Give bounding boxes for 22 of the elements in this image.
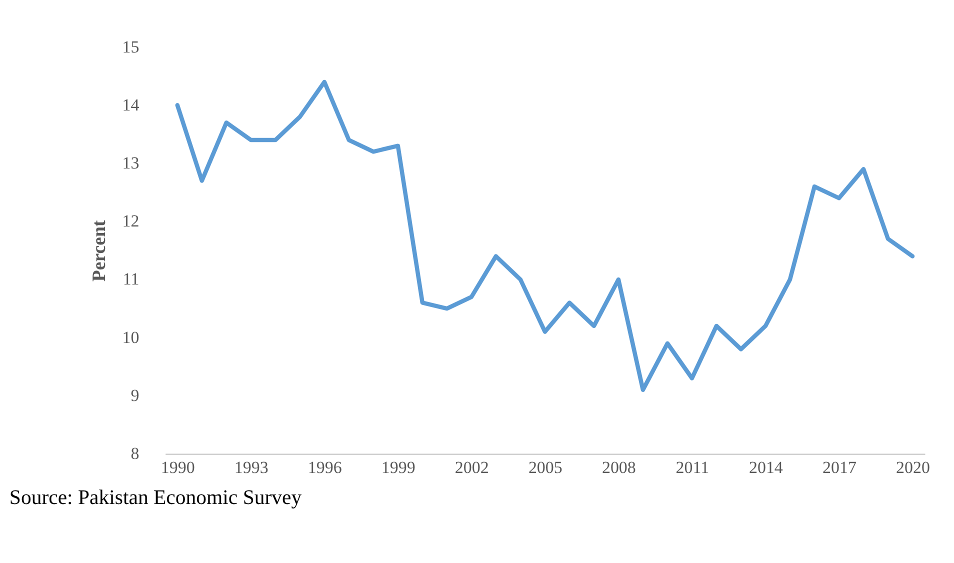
- y-tick-label: 15: [122, 37, 140, 56]
- y-tick-label: 10: [122, 328, 140, 347]
- line-series: [175, 80, 915, 392]
- x-tick-label: 2017: [822, 458, 856, 478]
- y-tick-label: 9: [130, 386, 140, 405]
- x-tick-label: 1993: [234, 458, 268, 478]
- x-tick-label: 2002: [454, 458, 489, 478]
- y-axis-title: Percent: [89, 219, 110, 282]
- x-tick-label: 2020: [896, 458, 930, 478]
- x-tick-label: 2014: [748, 458, 784, 478]
- y-tick-label: 11: [122, 270, 140, 289]
- x-tick-label: 1996: [308, 458, 342, 478]
- x-tick-label: 1990: [160, 458, 195, 478]
- y-tick-label: 13: [122, 153, 140, 172]
- y-tick-label: 12: [122, 212, 140, 231]
- x-tick-label: 2011: [676, 458, 710, 478]
- x-tick-label: 2008: [602, 458, 636, 478]
- y-tick-label: 14: [122, 95, 140, 114]
- y-tick-label: 8: [130, 444, 140, 463]
- x-tick-label: 2005: [528, 458, 562, 478]
- x-tick-label: 1999: [381, 458, 416, 478]
- source-note: Source: Pakistan Economic Survey: [9, 486, 302, 509]
